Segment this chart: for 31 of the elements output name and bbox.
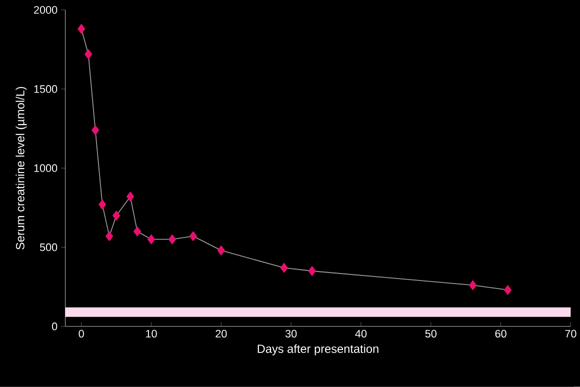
x-tick-label: 20	[216, 330, 227, 338]
y-axis-title: Serum creatinine level (µmol/L)	[16, 87, 27, 250]
x-tick-label: 0	[78, 330, 84, 338]
point	[78, 24, 86, 34]
y-tick-label: 2000	[34, 6, 58, 14]
x-tick-label: 50	[425, 330, 436, 338]
x-tick-label: 70	[565, 330, 576, 338]
point	[280, 263, 288, 273]
point	[112, 210, 120, 221]
point	[84, 49, 92, 60]
x-tick-label: 10	[146, 330, 157, 338]
x-tick-label: 40	[355, 330, 367, 338]
y-tick-label: 0	[52, 322, 58, 330]
x-tick-label: 30	[285, 330, 297, 338]
y-tick-label: 1000	[34, 164, 58, 172]
point	[98, 200, 106, 210]
point	[92, 125, 100, 136]
point	[189, 231, 197, 242]
point	[168, 234, 176, 244]
x-axis-title: Days after presentation	[258, 344, 378, 356]
y-tick-label: 500	[40, 244, 58, 252]
point	[126, 192, 134, 202]
point	[147, 234, 156, 244]
point	[134, 226, 142, 236]
point	[504, 285, 512, 296]
point	[308, 266, 316, 276]
y-tick-label: 1500	[34, 85, 58, 93]
x-tick-label: 60	[495, 330, 506, 338]
point	[106, 231, 114, 242]
point	[469, 280, 477, 290]
point	[217, 246, 225, 256]
